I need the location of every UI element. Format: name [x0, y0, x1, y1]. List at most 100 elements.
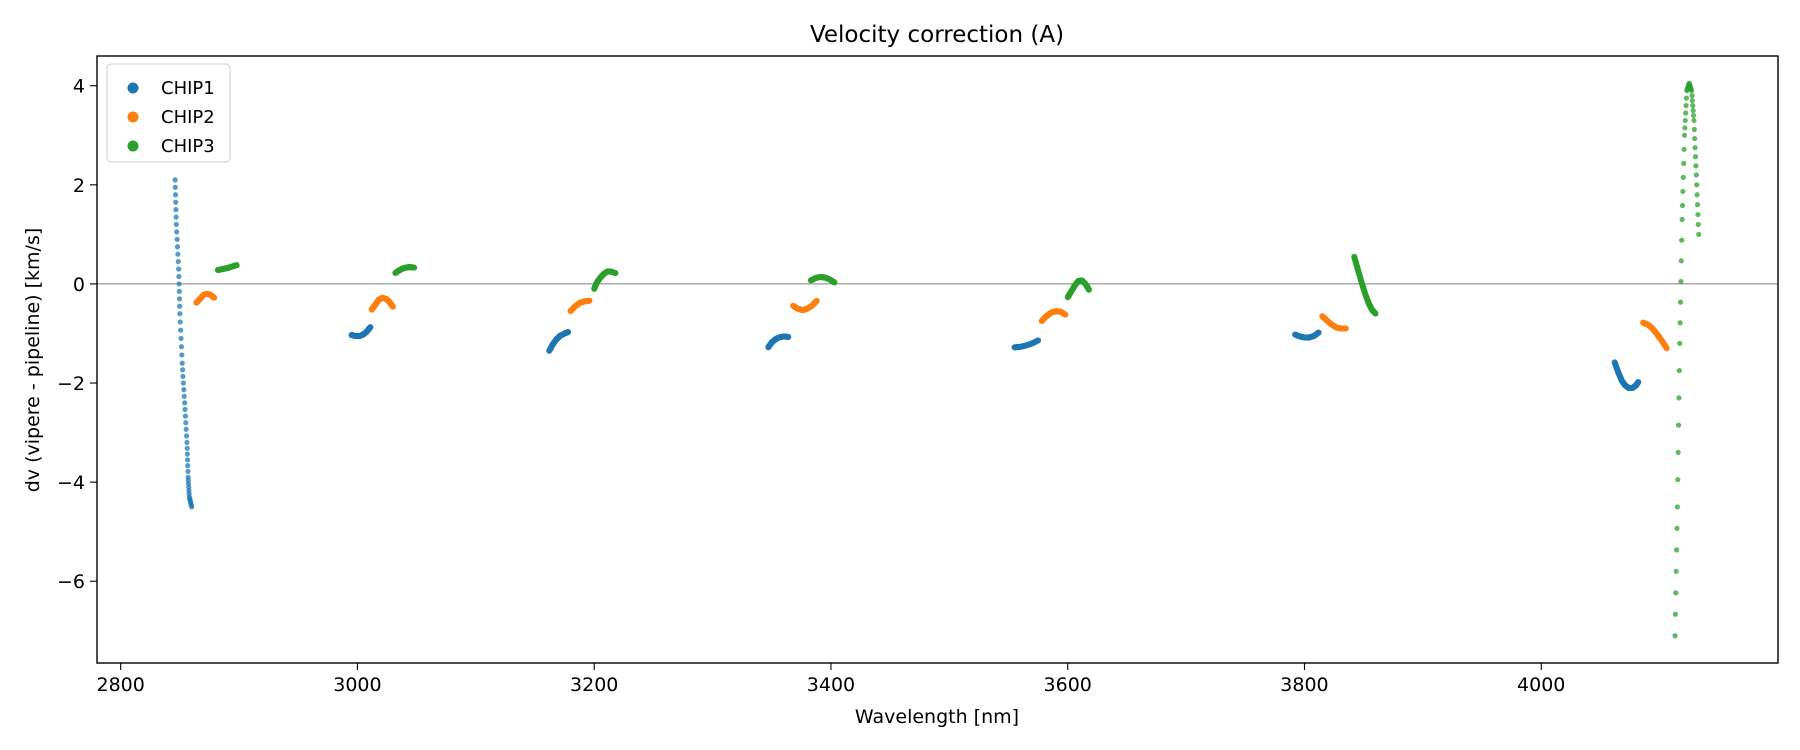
data-point [183, 426, 189, 432]
data-point [1682, 117, 1688, 124]
data-point [179, 360, 185, 366]
data-point [177, 303, 183, 309]
data-point [184, 439, 190, 446]
data-point [1679, 216, 1685, 223]
data-point [1680, 174, 1686, 180]
data-point [1674, 525, 1680, 531]
data-point [185, 463, 191, 469]
data-point [174, 229, 180, 235]
y-tick-label: 4 [73, 76, 85, 98]
x-tick-label: 3200 [570, 674, 618, 696]
data-point [176, 288, 182, 294]
data-point [1689, 97, 1695, 104]
data-point [1680, 188, 1686, 195]
y-tick-label: −4 [57, 472, 85, 494]
data-point [1676, 395, 1682, 401]
legend-marker-chip1 [127, 82, 139, 94]
data-point [1674, 504, 1680, 510]
data-point [1683, 102, 1689, 109]
data-point [1693, 172, 1699, 178]
data-point [367, 324, 374, 331]
data-point [1342, 325, 1349, 332]
data-point [175, 259, 181, 265]
data-point [586, 297, 593, 304]
data-point [1673, 590, 1679, 596]
data-point [181, 387, 187, 393]
data-point [1635, 379, 1642, 386]
legend-label-chip2: CHIP2 [161, 107, 215, 128]
x-tick-label: 2800 [96, 674, 144, 696]
series-chip2 [193, 290, 1670, 352]
data-point [185, 468, 191, 475]
plot-content [97, 80, 1778, 639]
legend-marker-chip2 [127, 111, 139, 123]
data-point [174, 236, 180, 242]
data-point [176, 266, 182, 272]
data-point [1681, 146, 1687, 152]
data-point [1675, 449, 1681, 456]
data-point [1679, 202, 1686, 209]
series-chip3 [214, 80, 1702, 639]
data-point [182, 400, 188, 406]
data-point [1679, 237, 1685, 243]
x-tick-label: 3000 [333, 674, 381, 696]
y-tick-label: 2 [73, 175, 85, 197]
data-point [181, 393, 187, 399]
data-point [1035, 337, 1042, 344]
y-tick-label: 0 [73, 274, 85, 296]
data-point [1675, 477, 1681, 483]
data-point [178, 327, 184, 333]
data-point [178, 344, 185, 350]
data-point [189, 504, 195, 510]
data-point [1677, 320, 1683, 326]
data-point [177, 311, 183, 317]
data-point [184, 451, 190, 457]
data-point [211, 294, 218, 301]
data-point [1086, 286, 1093, 293]
data-point [1696, 231, 1702, 237]
legend-label-chip3: CHIP3 [161, 136, 215, 157]
data-point [612, 270, 619, 277]
data-point [173, 199, 179, 205]
data-point [1315, 329, 1322, 336]
y-axis-title: dv (vipere - pipeline) [km/s] [22, 228, 44, 493]
data-point [1673, 547, 1680, 553]
data-point [1691, 126, 1697, 133]
data-point [1694, 192, 1700, 198]
data-point [175, 251, 181, 257]
data-point [1694, 202, 1701, 208]
data-point [831, 279, 838, 286]
data-point [180, 373, 186, 380]
data-point [233, 262, 240, 269]
data-point [180, 367, 186, 373]
data-point [1692, 154, 1699, 160]
data-point [1693, 163, 1699, 169]
data-point [176, 273, 182, 280]
data-point [813, 297, 820, 304]
data-point [1672, 611, 1679, 617]
data-point [1695, 211, 1701, 218]
data-point [1681, 132, 1688, 138]
data-point [173, 214, 179, 220]
data-point [1690, 102, 1696, 109]
x-tick-label: 4000 [1517, 674, 1565, 696]
data-point [1689, 93, 1695, 99]
data-point [184, 445, 190, 451]
data-point [389, 303, 396, 310]
data-point [174, 244, 181, 250]
chart-title: Velocity correction (A) [810, 22, 1064, 48]
data-point [173, 207, 179, 213]
data-point [1695, 221, 1701, 228]
y-tick-label: −2 [57, 373, 85, 395]
y-tick-label: −6 [57, 571, 85, 593]
data-point [1663, 345, 1670, 352]
data-point [411, 264, 418, 271]
data-point [1694, 182, 1700, 188]
data-point [565, 328, 572, 335]
data-point [183, 433, 190, 439]
legend-marker-chip3 [127, 140, 139, 152]
data-point [1677, 299, 1684, 305]
data-point [1678, 278, 1684, 285]
data-point [182, 413, 188, 419]
